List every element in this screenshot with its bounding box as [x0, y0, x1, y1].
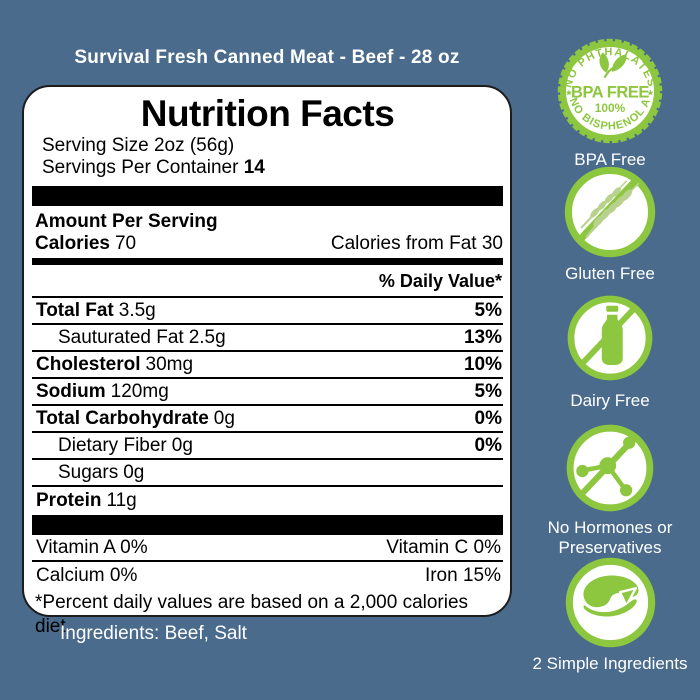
nutrient-name-cell: Protein 11g [36, 489, 137, 511]
nutrient-name-cell: Total Fat 3.5g [36, 299, 156, 321]
nutrient-row-saturated-fat: Sauturated Fat 2.5g 13% [32, 325, 503, 352]
nutrition-facts-heading: Nutrition Facts [140, 93, 395, 134]
servings-per-container-value: 14 [243, 156, 265, 178]
milk-bottle-crossed-icon [567, 295, 653, 381]
daily-value-header: % Daily Value* [32, 265, 503, 298]
nutrient-name-cell: Total Carbohydrate 0g [36, 407, 235, 429]
nutrient-name-cell: Sugars 0g [58, 461, 145, 483]
molecule-crossed-icon [566, 424, 654, 512]
servings-per-container-line: Servings Per Container 14 [42, 157, 503, 179]
nutrient-row-total-fat: Total Fat 3.5g 5% [32, 298, 503, 325]
separator-bar-thick [32, 186, 503, 206]
micronutrient-left: Calcium 0% [36, 564, 138, 586]
product-title: Survival Fresh Canned Meat - Beef - 28 o… [74, 47, 460, 68]
stamp-star-right: ★ [647, 89, 654, 98]
micronutrient-right: Iron 15% [424, 564, 501, 586]
badge-no-hormones: No Hormones or Preservatives [530, 422, 690, 558]
nutrient-row-total-carbohydrate: Total Carbohydrate 0g 0% [32, 406, 503, 433]
badge-simple-ingredients: 2 Simple Ingredients [530, 555, 690, 674]
leaf-icon [599, 52, 627, 79]
wheat-crossed-icon [564, 166, 656, 258]
serving-size-line: Serving Size 2oz (56g) [42, 135, 235, 156]
nutrient-row-sugars: Sugars 0g [32, 460, 503, 487]
meat-cut-icon [565, 557, 655, 648]
nutrient-dv: 5% [474, 380, 502, 402]
badge-dairy-free: Dairy Free [530, 293, 690, 411]
nutrient-dv: 13% [463, 326, 502, 348]
badge-gluten-free: Gluten Free [530, 164, 690, 284]
ingredients-text: Ingredients: Beef, Salt [60, 623, 247, 644]
nutrient-name-cell: Cholesterol 30mg [36, 353, 194, 375]
badge-label: 2 Simple Ingredients [532, 654, 688, 673]
calories-row: Calories 70 Calories from Fat 30 [32, 233, 503, 255]
nutrient-row-dietary-fiber: Dietary Fiber 0g 0% [32, 433, 503, 460]
nutrient-name-cell: Dietary Fiber 0g [58, 434, 193, 456]
micronutrient-left: Vitamin A 0% [36, 536, 148, 558]
micronutrients-row-vitamins: Vitamin A 0% Vitamin C 0% [32, 535, 503, 562]
svg-text:100%: 100% [595, 101, 626, 115]
nutrient-row-protein: Protein 11g [32, 487, 503, 514]
badge-label: No Hormones or Preservatives [547, 518, 673, 557]
svg-text:BPA FREE: BPA FREE [571, 83, 649, 101]
badge-label: Dairy Free [570, 391, 650, 410]
micronutrients-row-minerals: Calcium 0% Iron 15% [32, 562, 503, 589]
badge-label: Gluten Free [565, 264, 655, 283]
nutrient-dv: 5% [474, 299, 502, 321]
nutrient-dv: 0% [474, 407, 502, 429]
stamp-star-left: ★ [565, 89, 572, 98]
nutrient-dv: 10% [463, 353, 502, 375]
nutrient-row-cholesterol: Cholesterol 30mg 10% [32, 352, 503, 379]
amount-per-serving-label: Amount Per Serving [35, 211, 218, 232]
badge-label: BPA Free [574, 150, 646, 169]
daily-value-footnote: *Percent daily values are based on a 2,0… [35, 592, 469, 637]
calories-from-fat: Calories from Fat 30 [330, 233, 503, 254]
calories-value: 70 [114, 233, 137, 254]
bpa-free-stamp-icon: NO PHTHALATES NO BISPHENOL A ★ ★ BPA FRE… [555, 36, 665, 146]
servings-per-container-label: Servings Per Container [42, 156, 239, 178]
calories-label: Calories [35, 233, 110, 254]
separator-bar-medium [32, 258, 503, 265]
nutrition-facts-label: Nutrition Facts Serving Size 2oz (56g) S… [22, 85, 512, 637]
nutrient-name-cell: Sauturated Fat 2.5g [58, 326, 226, 348]
nutrient-name-cell: Sodium 120mg [36, 380, 169, 402]
badge-bpa-free: NO PHTHALATES NO BISPHENOL A ★ ★ BPA FRE… [530, 36, 690, 170]
nutrient-dv: 0% [474, 434, 502, 456]
micronutrient-right: Vitamin C 0% [386, 536, 501, 558]
calories-cell: Calories 70 [35, 233, 136, 255]
separator-bar-thick [32, 515, 503, 535]
nutrient-row-sodium: Sodium 120mg 5% [32, 379, 503, 406]
